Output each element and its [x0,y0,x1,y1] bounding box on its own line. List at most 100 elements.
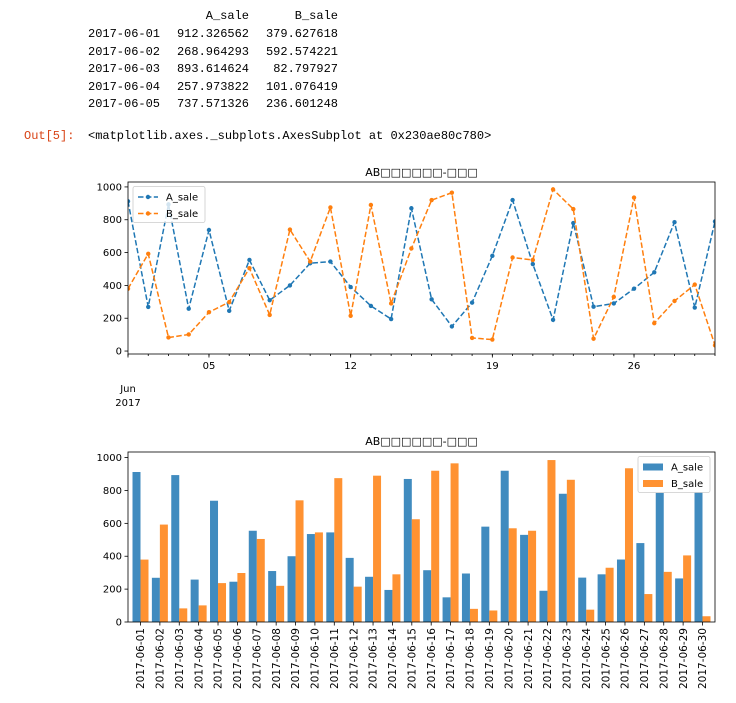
data-point-b-sale [348,313,353,318]
data-point-a-sale [591,304,596,309]
bar-a-sale [597,574,606,622]
bar-b-sale [237,573,246,622]
bar-a-sale [345,557,354,622]
bar-b-sale [276,585,285,622]
x-tick-label: 2017-06-14 [387,628,399,689]
data-point-b-sale [328,205,333,210]
bar-b-sale [528,530,537,622]
bar-a-sale [306,534,315,622]
legend-label: A_sale [166,193,198,204]
data-point-a-sale [429,297,434,302]
legend-label: B_sale [166,209,198,220]
series-b-sale [128,187,715,348]
y-tick-label: 200 [103,585,122,596]
column-header: B_sale [294,9,338,23]
data-point-b-sale [510,255,515,260]
bar-b-sale [663,571,672,622]
data-point-b-sale [267,312,272,318]
bar-a-sale [132,472,141,622]
data-point-a-sale [186,306,191,311]
bar-a-sale [171,475,180,622]
y-tick-label: 800 [103,215,122,226]
cell-a-sale: 893.614624 [176,62,249,76]
data-point-b-sale [247,265,252,271]
bar-a-sale [694,492,703,622]
bar-chart: AB□□□□□□-□□□ 0 200 400 600 800 1000 2017-06-01 2… [97,435,716,689]
x-tick-label: 26 [628,361,641,372]
bar-b-sale [334,478,343,622]
data-point-a-sale [267,297,272,303]
plot-frame [127,181,716,355]
data-point-a-sale [550,317,556,323]
x-tick-label: 2017-06-20 [503,628,515,689]
legend-marker-swatch [145,194,151,200]
data-point-a-sale [328,259,333,264]
data-point-a-sale [409,206,414,211]
output-repr-text: <matplotlib.axes._subplots.AxesSubplot a… [88,129,492,143]
x-tick-label: 2017-06-02 [155,628,167,689]
data-point-a-sale [368,303,374,309]
bar-b-sale [489,610,498,622]
bar-b-sale [450,463,459,622]
series-line-a-sale [128,197,715,328]
bar-a-sale [423,570,432,622]
row-index: 2017-06-04 [88,79,161,94]
data-point-a-sale [672,220,677,225]
x-tick-label: 2017-06-12 [348,628,360,689]
cell-b-sale: 82.797927 [273,62,338,76]
dataframe-row: 2017-06-04 257.973822 101.076419 [88,80,348,94]
row-index: 2017-06-03 [88,62,161,76]
bar-a-sale [539,590,548,622]
cell-a-sale: 268.964293 [176,44,249,59]
y-tick-label: 400 [103,281,122,292]
legend-patch-swatch [643,463,663,471]
line-chart: AB□□□□□□-□□□ 0 200 400 600 800 1000 05 12 19 26 Jun… [97,166,716,409]
y-tick-label: 1000 [97,182,122,193]
y-tick-label: 600 [103,248,122,259]
bar-b-sale [508,528,517,622]
bar-b-sale [159,524,168,622]
x-tick-label: 2017-06-29 [678,628,690,689]
data-point-b-sale [692,282,697,287]
series-line-b-sale [128,187,715,346]
x-tick-label: 2017-06-08 [271,628,283,689]
bar-b-sale [256,538,265,622]
data-point-b-sale [409,246,414,251]
data-point-b-sale [227,299,232,305]
data-point-b-sale [571,206,576,212]
data-point-a-sale [348,284,353,290]
x-tick-label: 2017-06-25 [600,628,612,689]
bar-a-sale [190,579,199,622]
x-tick-label: 2017-06-28 [658,628,670,689]
bar-b-sale [566,479,575,622]
x-tick-label: 2017-06-23 [562,628,574,689]
bar-a-sale [229,581,238,622]
data-point-b-sale [368,202,374,208]
bar-a-sale [500,470,509,622]
bar-a-sale [326,532,335,622]
data-point-b-sale [631,195,637,200]
bar-b-sale [469,608,478,622]
bar-a-sale [151,577,160,622]
legend: A_sale B_sale [637,456,711,493]
data-point-a-sale [631,286,637,291]
bar-a-sale [268,571,277,622]
data-point-a-sale [571,220,576,226]
cell-b-sale: 101.076419 [265,79,338,94]
cell-b-sale: 236.601248 [265,97,338,111]
y-tick-label: 400 [103,552,122,563]
bar-b-sale [702,616,711,622]
y-tick-label: 800 [103,486,122,497]
dataframe-row: 2017-06-03 893.614624 82.797927 [88,62,348,76]
row-index: 2017-06-01 [88,27,161,41]
x-tick-label: 2017-06-30 [697,628,709,689]
legend-label: B_sale [671,479,703,490]
data-point-b-sale [550,187,556,192]
dataframe-row: 2017-06-01 912.326562 379.627618 [88,27,348,41]
x-tick-label: 2017-06-24 [581,628,593,689]
x-tick-label: 2017-06-18 [465,628,477,689]
bar-a-sale [578,577,587,622]
x-tick-label: 2017-06-06 [232,628,244,689]
bar-b-sale [140,559,149,622]
data-point-a-sale [146,304,151,310]
